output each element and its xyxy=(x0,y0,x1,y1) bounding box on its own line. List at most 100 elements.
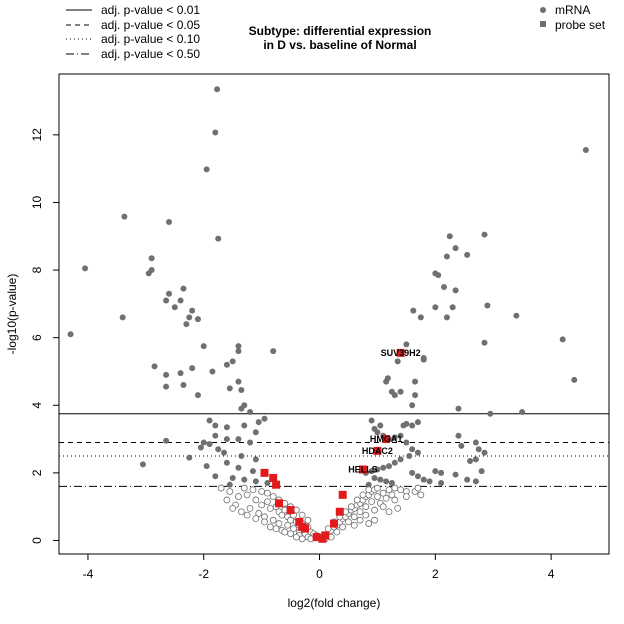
point-mrna-significant xyxy=(432,468,439,475)
point-mrna-significant xyxy=(194,316,201,323)
point-mrna-significant xyxy=(229,358,236,365)
point-mrna-significant xyxy=(183,321,190,328)
point-mrna-significant xyxy=(226,385,233,392)
point-mrna-significant xyxy=(519,409,526,416)
point-mrna-significant xyxy=(449,304,456,311)
point-mrna-significant xyxy=(197,444,204,451)
point-mrna-significant xyxy=(464,476,471,483)
point-mrna-not-significant xyxy=(417,491,425,499)
y-axis-label: -log10(p-value) xyxy=(5,274,19,355)
point-mrna-significant xyxy=(212,473,219,480)
point-mrna-significant xyxy=(432,304,439,311)
point-mrna-significant xyxy=(368,417,375,424)
point-mrna-not-significant xyxy=(264,489,271,497)
threshold-legend: adj. p-value < 0.01 adj. p-value < 0.05 … xyxy=(66,3,200,61)
point-mrna-significant xyxy=(438,469,445,476)
point-mrna-significant xyxy=(241,422,248,429)
point-mrna-not-significant xyxy=(269,516,277,524)
point-mrna-not-significant xyxy=(255,510,263,517)
point-mrna-significant xyxy=(235,464,242,471)
point-mrna-significant xyxy=(472,456,479,463)
gene-label: HMGA1 xyxy=(370,434,403,444)
point-mrna-significant xyxy=(458,442,465,449)
point-mrna-not-significant xyxy=(414,484,422,492)
point-mrna-significant xyxy=(166,290,172,297)
plot-frame xyxy=(58,73,610,555)
gene-label: HELLS xyxy=(348,464,378,474)
point-mrna-significant xyxy=(409,422,416,429)
point-mrna-significant xyxy=(412,378,419,385)
point-mrna-significant xyxy=(145,270,152,277)
point-mrna-significant xyxy=(513,312,520,319)
point-mrna-significant xyxy=(119,314,126,321)
point-mrna-significant xyxy=(420,356,427,363)
point-mrna-significant xyxy=(223,459,230,466)
point-mrna-not-significant xyxy=(339,523,347,531)
point-mrna-significant xyxy=(414,419,421,426)
point-mrna-significant xyxy=(410,307,417,314)
point-mrna-significant xyxy=(206,441,213,448)
point-mrna-significant xyxy=(212,129,219,136)
point-mrna-significant xyxy=(177,370,184,377)
point-probe-set-highlighted xyxy=(312,533,321,542)
point-mrna-not-significant xyxy=(391,496,399,504)
point-mrna-significant xyxy=(374,429,381,436)
point-mrna-not-significant xyxy=(397,486,404,494)
point-mrna-significant xyxy=(481,339,488,346)
point-mrna-significant xyxy=(200,343,207,350)
point-mrna-significant xyxy=(409,402,416,409)
point-mrna-significant xyxy=(163,383,170,390)
chart-title-line-1: Subtype: differential expression xyxy=(249,24,432,38)
point-mrna-not-significant xyxy=(266,523,274,531)
point-mrna-not-significant xyxy=(374,484,381,492)
point-mrna-not-significant xyxy=(388,491,396,499)
point-mrna-significant xyxy=(455,405,462,412)
point-mrna-not-significant xyxy=(365,486,373,494)
point-mrna-significant xyxy=(365,481,372,488)
point-mrna-not-significant xyxy=(237,508,245,516)
point-mrna-significant xyxy=(203,463,210,470)
point-mrna-significant xyxy=(189,307,196,314)
point-mrna-not-significant xyxy=(368,498,376,506)
point-mrna-significant xyxy=(212,422,219,429)
point-probe-set-highlighted xyxy=(269,473,278,482)
point-mrna-not-significant xyxy=(264,498,271,506)
point-probe-set-highlighted xyxy=(358,465,367,474)
point-mrna-not-significant xyxy=(243,511,251,519)
point-mrna-significant xyxy=(238,452,245,459)
point-mrna-significant xyxy=(438,480,445,487)
point-probe-set-highlighted xyxy=(321,531,330,540)
point-mrna-significant xyxy=(417,314,424,321)
legend-label-0.01: adj. p-value < 0.01 xyxy=(101,3,200,17)
point-mrna-significant xyxy=(377,422,384,429)
point-mrna-significant xyxy=(163,297,170,304)
point-mrna-significant xyxy=(221,449,227,456)
x-tick-label: -2 xyxy=(198,567,209,581)
point-mrna-significant xyxy=(238,405,245,412)
point-mrna-not-significant xyxy=(290,525,297,533)
point-mrna-significant xyxy=(397,432,404,439)
point-mrna-not-significant xyxy=(261,518,268,526)
point-mrna-significant xyxy=(212,432,219,439)
point-probe-set-highlighted xyxy=(260,468,269,477)
point-mrna-not-significant xyxy=(350,521,358,529)
point-mrna-significant xyxy=(397,388,404,395)
point-mrna-not-significant xyxy=(391,484,399,492)
point-mrna-not-significant xyxy=(365,520,373,527)
point-mrna-significant xyxy=(388,480,395,487)
point-mrna-significant xyxy=(435,272,442,279)
point-mrna-significant xyxy=(189,365,196,372)
point-mrna-significant xyxy=(420,476,427,483)
point-mrna-significant xyxy=(264,480,271,487)
point-mrna-significant xyxy=(177,297,184,304)
gene-labels: SUV39H2 HMGA1 HDAC2 HELLS xyxy=(348,348,420,475)
point-mrna-not-significant xyxy=(362,511,370,519)
y-tick-label: 12 xyxy=(30,128,44,142)
point-mrna-not-significant xyxy=(246,504,254,512)
point-mrna-significant xyxy=(215,446,222,453)
point-mrna-not-significant xyxy=(240,484,248,492)
point-mrna-not-significant xyxy=(350,513,358,521)
point-mrna-significant xyxy=(443,253,450,260)
point-mrna-significant xyxy=(478,468,485,475)
